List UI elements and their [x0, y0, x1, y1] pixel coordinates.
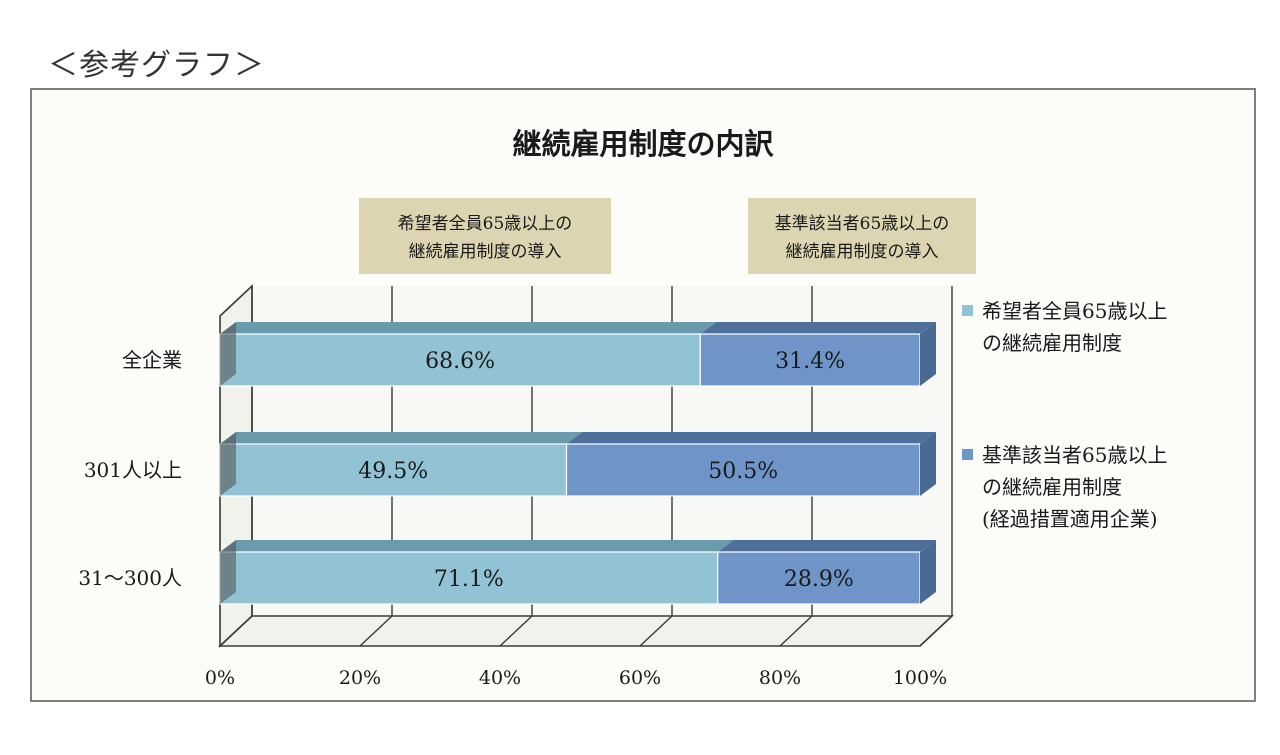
bar-front [717, 551, 921, 605]
floor-gridline [639, 615, 673, 647]
annotation-text: 基準該当者65歳以上の [775, 214, 950, 234]
floor-gridline [499, 615, 533, 647]
legend-label: (経過措置適用企業) [982, 507, 1158, 531]
data-label: 68.6% [425, 349, 495, 374]
legend-label: 希望者全員65歳以上 [982, 299, 1167, 323]
bar-front [219, 443, 568, 497]
data-label: 71.1% [434, 567, 504, 592]
bar-segment [219, 540, 734, 605]
bar-top [700, 322, 936, 334]
floor-gridline [779, 615, 813, 647]
data-label: 50.5% [708, 459, 778, 484]
bar-top [220, 540, 734, 552]
bar-segment [219, 322, 717, 387]
bar-left-side [220, 540, 236, 604]
legend-label: の継続雇用制度 [982, 331, 1122, 355]
bar-front [699, 333, 921, 387]
bar-front [219, 333, 701, 387]
x-tick-label: 20% [339, 667, 381, 689]
bar-side [920, 432, 936, 496]
bar-top [717, 540, 936, 552]
annotation-background [359, 198, 611, 274]
bar-left-side [220, 432, 236, 496]
category-label: 全企業 [122, 348, 182, 372]
bar-side [920, 540, 936, 604]
bar-front [219, 551, 719, 605]
x-tick-label: 100% [893, 667, 947, 689]
bar-front [565, 443, 921, 497]
chart-frame: 希望者全員65歳以上の 継続雇用制度の導入 基準該当者65歳以上の 継続雇用制度の導入… [30, 88, 1256, 702]
labels: 0% 20% 40% 60% 80% 100% 全企業 68.6% 31.4% 301人以上 49.… [78, 348, 947, 689]
bar-segment [565, 432, 936, 497]
floor-gridline [359, 615, 393, 647]
data-label: 31.4% [775, 349, 845, 374]
data-label: 49.5% [358, 459, 428, 484]
floor-gridline [919, 615, 953, 647]
page-heading: ＜参考グラフ＞ [48, 48, 265, 83]
annotation-text: 継続雇用制度の導入 [409, 242, 562, 262]
annotation-text: 継続雇用制度の導入 [786, 242, 939, 262]
x-tick-label: 40% [479, 667, 521, 689]
bar-side [920, 322, 936, 386]
legend-label: の継続雇用制度 [982, 475, 1122, 499]
bar-segment [699, 322, 936, 387]
x-tick-label: 60% [619, 667, 661, 689]
chart-title: 継続雇用制度の内訳 [512, 127, 774, 161]
bar-segment [219, 432, 583, 497]
bar-top [220, 432, 583, 444]
chart: 希望者全員65歳以上の継続雇用制度の導入基準該当者65歳以上の継続雇用制度の導入… [78, 127, 1167, 689]
legend-label: 基準該当者65歳以上 [982, 443, 1167, 467]
annotation-background [748, 198, 976, 274]
category-label: 301人以上 [84, 458, 182, 482]
data-label: 28.9% [784, 567, 854, 592]
bar-top [566, 432, 936, 444]
x-tick-label: 0% [205, 667, 235, 689]
bar-left-side [220, 322, 236, 386]
floor [217, 615, 955, 647]
floor-gridline [219, 615, 253, 647]
x-tick-label: 80% [759, 667, 801, 689]
bar-segment [717, 540, 936, 605]
bar-top [220, 322, 717, 334]
legend-swatch [962, 449, 973, 460]
legend-swatch [962, 305, 973, 316]
annotation-text: 希望者全員65歳以上の [398, 214, 573, 234]
legend: 希望者全員65歳以上の継続雇用制度基準該当者65歳以上の継続雇用制度(経過措置適… [962, 299, 1167, 531]
category-label: 31～300人 [78, 566, 182, 590]
bars [219, 322, 936, 605]
